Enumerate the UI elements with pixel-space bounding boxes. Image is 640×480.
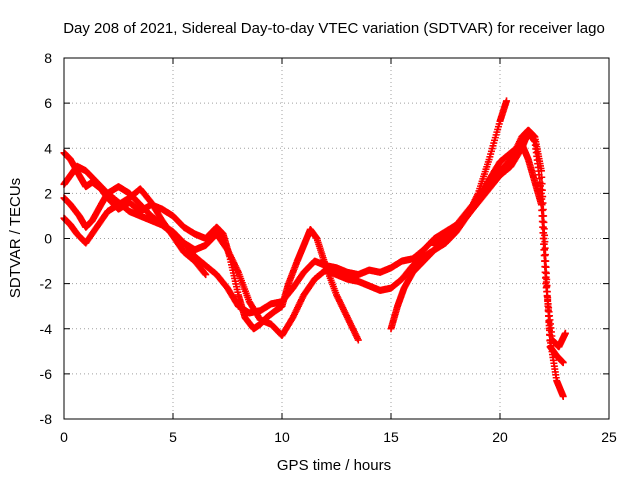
- x-tick-label: 20: [492, 429, 508, 445]
- data-point: [541, 251, 549, 259]
- y-tick-label: 8: [44, 50, 52, 66]
- y-tick-label: -6: [40, 366, 53, 382]
- data-point: [559, 359, 567, 367]
- grid: [64, 58, 609, 419]
- y-tick-label: 6: [44, 95, 52, 111]
- y-tick-label: 0: [44, 231, 52, 247]
- data-point: [503, 97, 511, 105]
- y-axis-label: SDTVAR / TECUs: [7, 178, 24, 298]
- data-point: [538, 180, 546, 188]
- data-point: [202, 271, 210, 279]
- y-tick-label: 4: [44, 140, 52, 156]
- data-point: [561, 329, 569, 337]
- x-tick-label: 15: [383, 429, 399, 445]
- data-point: [542, 269, 550, 277]
- data-point: [540, 218, 548, 226]
- data-point: [543, 275, 551, 283]
- series-track-f: [431, 140, 569, 351]
- x-tick-label: 0: [60, 429, 68, 445]
- data-point: [537, 167, 545, 175]
- data-point: [538, 173, 546, 181]
- chart-title: Day 208 of 2021, Sidereal Day-to-day VTE…: [63, 20, 605, 37]
- y-tick-label: -2: [40, 276, 53, 292]
- x-tick-label: 25: [601, 429, 617, 445]
- ticks: [63, 57, 610, 420]
- y-tick-label: -8: [40, 411, 53, 427]
- x-tick-label: 5: [169, 429, 177, 445]
- x-axis-label: GPS time / hours: [277, 457, 391, 474]
- data-point: [540, 225, 548, 233]
- series-track-d: [60, 185, 210, 279]
- tick-labels: 0 5 10 15 20 25 -8 -6 -4 -2 0 2 4 6 8: [40, 50, 617, 445]
- x-tick-label: 10: [274, 429, 290, 445]
- data-point: [541, 244, 549, 252]
- y-tick-label: 2: [44, 185, 52, 201]
- y-tick-label: -4: [40, 321, 53, 337]
- series-track-e: [387, 126, 567, 367]
- series-track-b: [60, 128, 567, 400]
- data-point: [559, 392, 567, 400]
- series-track-a: [60, 149, 362, 344]
- data-points: [60, 97, 569, 400]
- data-point: [354, 336, 362, 344]
